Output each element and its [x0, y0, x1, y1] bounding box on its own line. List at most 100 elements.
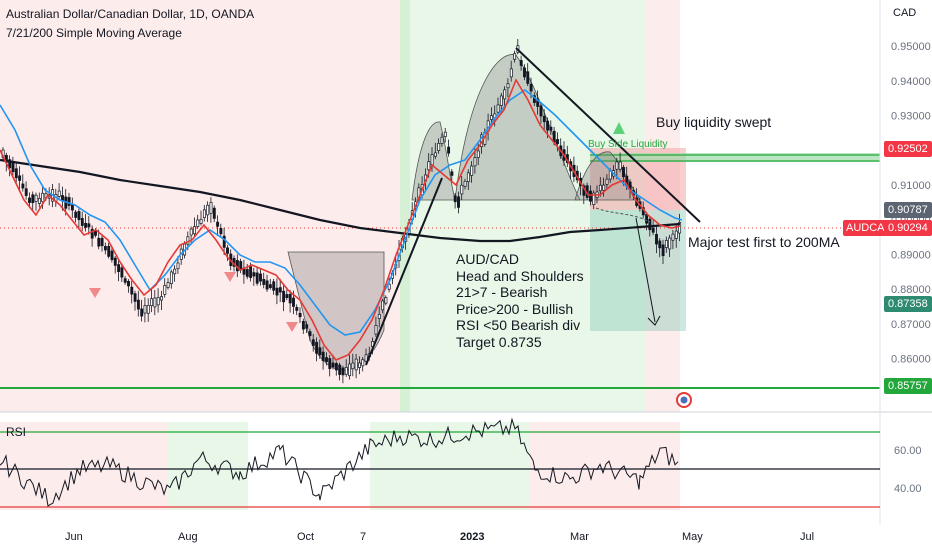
candle-body — [618, 161, 622, 170]
candle-body — [166, 282, 170, 288]
sell-signal-markers — [89, 272, 298, 332]
candle-body — [160, 296, 163, 301]
time-tick: Oct — [297, 531, 314, 543]
candle-body — [186, 236, 190, 245]
price-label-entry: 0.90787 — [884, 202, 932, 218]
candlesticks — [1, 39, 682, 384]
candle-body — [97, 237, 101, 247]
candle-body — [110, 250, 114, 261]
candle-body — [460, 184, 464, 195]
price-tick: 0.94000 — [891, 76, 931, 88]
rsi-bearish-zone — [0, 422, 168, 510]
bullish-zone — [400, 0, 410, 412]
candle-body — [509, 68, 513, 78]
candle-body — [8, 159, 12, 169]
candle-body — [443, 131, 447, 137]
time-tick: 7 — [360, 531, 366, 543]
candle-body — [648, 218, 652, 231]
candle-body — [364, 354, 368, 362]
candle-body — [655, 234, 658, 245]
candle-body — [31, 194, 35, 204]
candle-body — [315, 341, 319, 354]
event-marker-dot — [680, 396, 688, 404]
candle-body — [18, 175, 22, 181]
candle-body — [602, 184, 606, 191]
time-axis-ticks: Jun Aug Oct 7 2023 Mar May Jul — [65, 531, 814, 543]
candle-body — [245, 269, 249, 277]
candle-body — [252, 272, 256, 277]
candle-body — [348, 363, 352, 377]
price-tick: 0.88000 — [891, 284, 931, 296]
rsi-bullish-zone — [168, 422, 248, 510]
candle-body — [127, 280, 130, 287]
candle-body — [28, 197, 31, 203]
candle-body — [292, 297, 295, 307]
candle-body — [457, 196, 460, 208]
candle-body — [130, 286, 134, 295]
liquidity-band — [590, 153, 880, 162]
candle-body — [153, 297, 157, 308]
candle-body — [499, 95, 503, 106]
candle-body — [219, 227, 223, 235]
candle-body — [216, 221, 220, 227]
candle-body — [117, 264, 121, 272]
candle-body — [447, 146, 451, 154]
candle-body — [374, 325, 378, 335]
time-tick: May — [682, 531, 703, 543]
time-tick: Mar — [570, 531, 589, 543]
candle-body — [430, 154, 434, 166]
sma-7-line — [0, 78, 681, 361]
candle-body — [334, 363, 338, 371]
candle-body — [513, 53, 517, 60]
candle-body — [308, 331, 312, 336]
candle-body — [37, 197, 41, 204]
analysis-note: AUD/CAD Head and Shoulders 21>7 - Bearis… — [456, 251, 584, 350]
rsi-tick-40: 40.00 — [894, 483, 922, 495]
candle-body — [90, 228, 94, 239]
candle-body — [136, 299, 140, 310]
candle-body — [41, 192, 45, 203]
candle-body — [542, 115, 546, 123]
candle-body — [473, 157, 477, 167]
price-tick: 0.95000 — [891, 41, 931, 53]
candle-body — [546, 120, 550, 131]
candle-body — [278, 287, 282, 293]
candle-body — [14, 168, 18, 179]
candle-body — [193, 226, 196, 235]
candle-body — [361, 359, 365, 367]
price-tick: 0.86000 — [891, 354, 931, 366]
candle-body — [523, 67, 526, 78]
chart-title: Australian Dollar/Canadian Dollar, 1D, O… — [6, 7, 255, 21]
candle-body — [529, 83, 533, 92]
candle-body — [282, 290, 286, 303]
candle-body — [77, 211, 81, 221]
candle-body — [295, 307, 299, 311]
price-tick: 0.89000 — [891, 250, 931, 262]
candle-body — [476, 150, 480, 158]
candle-body — [74, 211, 78, 218]
candle-body — [539, 105, 543, 117]
candle-body — [470, 165, 474, 176]
candle-body — [381, 300, 385, 311]
time-tick: 2023 — [460, 531, 484, 543]
time-tick: Jun — [65, 531, 83, 543]
candle-body — [358, 362, 361, 368]
candle-body — [453, 195, 457, 203]
candle-body — [661, 244, 665, 257]
candle-body — [103, 246, 107, 251]
candle-body — [615, 161, 619, 170]
candle-body — [592, 192, 596, 205]
candle-body — [259, 273, 262, 282]
candle-body — [298, 312, 302, 318]
sma-200-line — [0, 158, 681, 243]
rsi-tick-60: 60.00 — [894, 445, 922, 457]
candle-body — [107, 245, 111, 257]
time-tick: Aug — [178, 531, 198, 543]
candle-body — [87, 223, 91, 228]
candle-body — [255, 272, 259, 284]
candle-body — [123, 278, 127, 283]
candle-body — [70, 204, 74, 211]
candle-body — [328, 358, 332, 369]
candle-body — [671, 233, 675, 241]
